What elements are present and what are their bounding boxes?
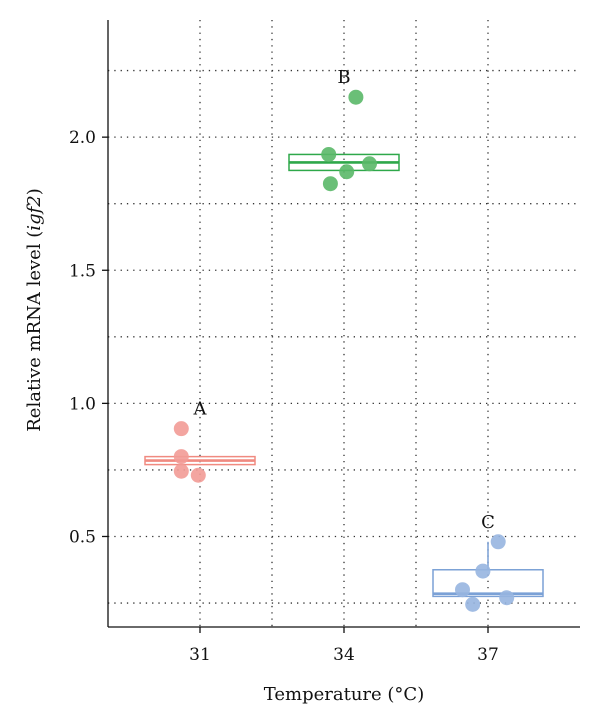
x-tick-label: 37	[477, 645, 499, 665]
y-axis-title-gene: igf2	[24, 195, 45, 230]
data-point-31	[173, 463, 189, 479]
y-axis-title: Relative mRNA level (igf2)	[24, 188, 45, 432]
x-tick-label: 31	[189, 645, 211, 665]
data-point-31	[173, 449, 189, 465]
data-point-37	[490, 534, 506, 550]
y-tick-label: 0.5	[69, 527, 96, 547]
data-point-34	[362, 156, 377, 172]
x-tick-label: 34	[333, 645, 355, 665]
data-point-34	[321, 146, 337, 162]
y-tick-label: 2.0	[69, 128, 96, 148]
group-letter-34: B	[337, 67, 350, 88]
data-point-37	[465, 596, 481, 612]
x-axis-title: Temperature (°C)	[264, 684, 424, 705]
group-letter-37: C	[481, 512, 495, 533]
y-axis-title-suffix: )	[24, 188, 45, 195]
data-point-34	[322, 176, 338, 192]
y-tick-label: 1.5	[69, 261, 96, 281]
data-point-34	[348, 89, 364, 105]
data-point-31	[190, 467, 206, 483]
data-point-37	[475, 563, 491, 579]
data-point-34	[339, 164, 355, 180]
data-point-37	[455, 582, 470, 598]
data-point-31	[173, 421, 189, 437]
y-axis-title-prefix: Relative mRNA level (	[24, 231, 45, 432]
grid-layer	[108, 20, 580, 627]
axis-layer	[102, 20, 580, 633]
data-point-37	[499, 590, 515, 606]
group-letter-31: A	[193, 399, 208, 420]
point-layer	[173, 89, 515, 612]
label-layer: 0.5 1.0 1.5 2.0 31 34 37 A B C	[69, 67, 499, 665]
y-tick-label: 1.0	[69, 394, 96, 414]
